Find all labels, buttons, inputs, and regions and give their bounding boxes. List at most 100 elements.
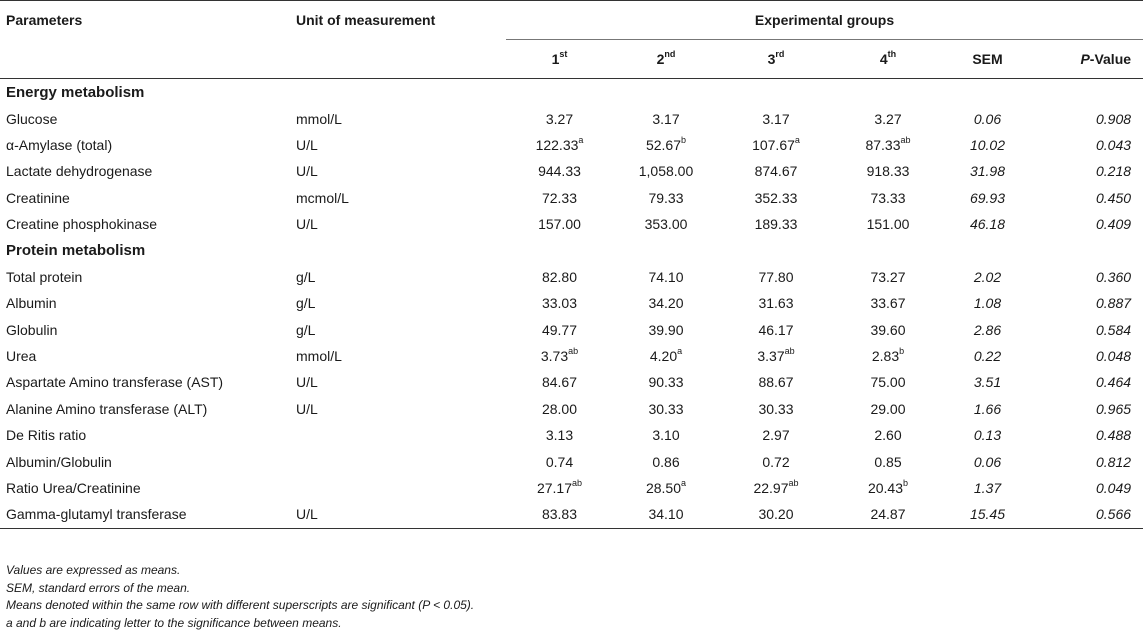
group-3-cell: 2.97 [762, 427, 790, 444]
group-4-cell: 2.60 [874, 427, 902, 444]
header-group-3: 3rd [719, 39, 833, 79]
significance-superscript: ab [572, 478, 583, 489]
parameter-cell: Glucose [6, 110, 58, 127]
group-4-cell: 2.83b [871, 346, 905, 365]
group-4-cell: 73.27 [870, 268, 906, 285]
group-2-cell: 79.33 [648, 189, 684, 206]
table-row: De Ritis ratio 3.13 3.10 2.97 2.60 0.13 0.488 [0, 422, 1143, 448]
parameter-cell: Albumin [6, 295, 57, 312]
unit-cell: U/L [296, 216, 318, 233]
p-value-cell: 0.218 [1096, 163, 1132, 180]
p-value-cell: 0.049 [1096, 480, 1132, 497]
sem-cell: 2.02 [973, 268, 1002, 285]
p-value-cell: 0.450 [1096, 189, 1132, 206]
unit-cell: U/L [296, 374, 318, 391]
group-4-cell: 39.60 [870, 321, 906, 338]
table-row: Glucose mmol/L 3.27 3.17 3.17 3.27 0.06 0.908 [0, 105, 1143, 131]
parameter-cell: De Ritis ratio [6, 427, 87, 444]
significance-superscript: b [681, 135, 687, 146]
footnote: SEM, standard errors of the mean. [6, 580, 191, 595]
parameter-cell: Ratio Urea/Creatinine [6, 480, 141, 497]
sem-cell: 69.93 [969, 189, 1006, 206]
parameter-cell: Lactate dehydrogenase [6, 163, 153, 180]
significance-superscript: a [681, 478, 687, 489]
parameter-cell: Albumin/Globulin [6, 453, 112, 470]
table-row: Total protein g/L 82.80 74.10 77.80 73.27 2.02… [0, 264, 1143, 290]
table-row: Creatine phosphokinase U/L 157.00 353.00 189… [0, 211, 1143, 237]
group-4-cell: 24.87 [833, 501, 943, 529]
header-parameters: Parameters [0, 0, 290, 40]
header-sem: SEM [943, 39, 1032, 79]
group-4-cell: 73.33 [870, 189, 906, 206]
group-4-cell: 75.00 [870, 374, 906, 391]
group-2-cell: 3.10 [652, 427, 680, 444]
unit-cell: mcmol/L [296, 189, 349, 206]
group-1-cell: 84.67 [541, 374, 578, 391]
group-2-cell: 39.90 [648, 321, 684, 338]
header-unit: Unit of measurement [290, 0, 506, 40]
header-row-2: 1st 2nd 3rd 4th SEM P-Value [0, 39, 1143, 79]
p-value-cell: 0.488 [1096, 427, 1132, 444]
header-p-value: P-Value [1032, 39, 1143, 79]
group-3-cell: 88.67 [758, 374, 794, 391]
footnote: a and b are indicating letter to the sig… [6, 615, 342, 630]
group-2-cell: 52.67b [645, 135, 687, 153]
group-3-cell: 30.20 [719, 501, 833, 529]
group-1-cell: 122.33a [535, 135, 584, 153]
parameter-cell: Alanine Amino transferase (ALT) [6, 400, 208, 417]
group-3-cell: 3.17 [762, 110, 790, 127]
table-body: Energy metabolism Glucose mmol/L 3.27 3.17 3.… [0, 79, 1143, 529]
sem-cell: 0.13 [973, 427, 1002, 444]
group-2-cell: 34.20 [648, 295, 684, 312]
table-row: Ratio Urea/Creatinine 27.17ab 28.50a 22.97a… [0, 475, 1143, 501]
p-value-cell: 0.043 [1096, 136, 1132, 153]
group-4-cell: 918.33 [866, 163, 910, 180]
group-1-cell: 82.80 [541, 268, 578, 285]
group-1-cell: 27.17ab [536, 478, 583, 497]
parameter-cell: Creatine phosphokinase [6, 216, 157, 233]
sem-cell: 1.66 [973, 400, 1002, 417]
sem-cell: 0.22 [973, 348, 1002, 365]
significance-superscript: b [899, 346, 905, 357]
parameter-cell: Urea [6, 348, 37, 365]
group-3-cell: 31.63 [758, 295, 794, 312]
sem-cell: 31.98 [969, 163, 1006, 180]
group-1-cell: 28.00 [541, 400, 578, 417]
header-experimental-groups: Experimental groups [506, 0, 1143, 40]
unit-cell: U/L [296, 400, 318, 417]
unit-cell: mmol/L [296, 348, 342, 365]
sem-cell: 0.06 [973, 110, 1002, 127]
parameter-cell: Gamma-glutamyl transferase [0, 501, 290, 529]
group-3-cell: 22.97ab [753, 478, 799, 497]
section-title: Protein metabolism [6, 242, 146, 260]
significance-superscript: a [677, 346, 683, 357]
group-3-cell: 0.72 [762, 453, 790, 470]
group-2-cell: 0.86 [652, 453, 680, 470]
sem-cell: 1.08 [973, 295, 1002, 312]
group-2-cell: 90.33 [648, 374, 684, 391]
significance-superscript: a [794, 135, 800, 146]
group-2-cell: 28.50a [645, 478, 687, 497]
group-1-cell: 0.74 [545, 453, 574, 470]
table-row: Creatinine mcmol/L 72.33 79.33 352.33 73.33 69… [0, 185, 1143, 211]
group-4-cell: 20.43b [867, 478, 909, 497]
significance-superscript: ab [788, 478, 799, 489]
p-value-cell: 0.464 [1096, 374, 1132, 391]
unit-cell: g/L [296, 295, 316, 312]
header-row-1: Parameters Unit of measurement Experimen… [0, 0, 1143, 40]
significance-superscript: ab [568, 346, 579, 357]
group-1-cell: 49.77 [541, 321, 578, 338]
unit-cell: U/L [290, 501, 506, 529]
sem-cell: 3.51 [973, 374, 1002, 391]
sem-cell: 15.45 [943, 501, 1032, 529]
group-3-cell: 189.33 [754, 216, 798, 233]
unit-cell: U/L [296, 136, 318, 153]
table-row: α-Amylase (total) U/L 122.33a 52.67b 107.67a… [0, 132, 1143, 158]
unit-cell: U/L [296, 163, 318, 180]
table-row: Urea mmol/L 3.73ab 4.20a 3.37ab 2.83b 0.22 0.04… [0, 343, 1143, 369]
section-row: Protein metabolism [0, 237, 1143, 263]
table-footnotes: Values are expressed as means. SEM, stan… [6, 562, 474, 632]
p-value-cell: 0.048 [1096, 348, 1132, 365]
table-row: Globulin g/L 49.77 39.90 46.17 39.60 2.86 0.584 [0, 317, 1143, 343]
group-2-cell: 3.17 [652, 110, 680, 127]
